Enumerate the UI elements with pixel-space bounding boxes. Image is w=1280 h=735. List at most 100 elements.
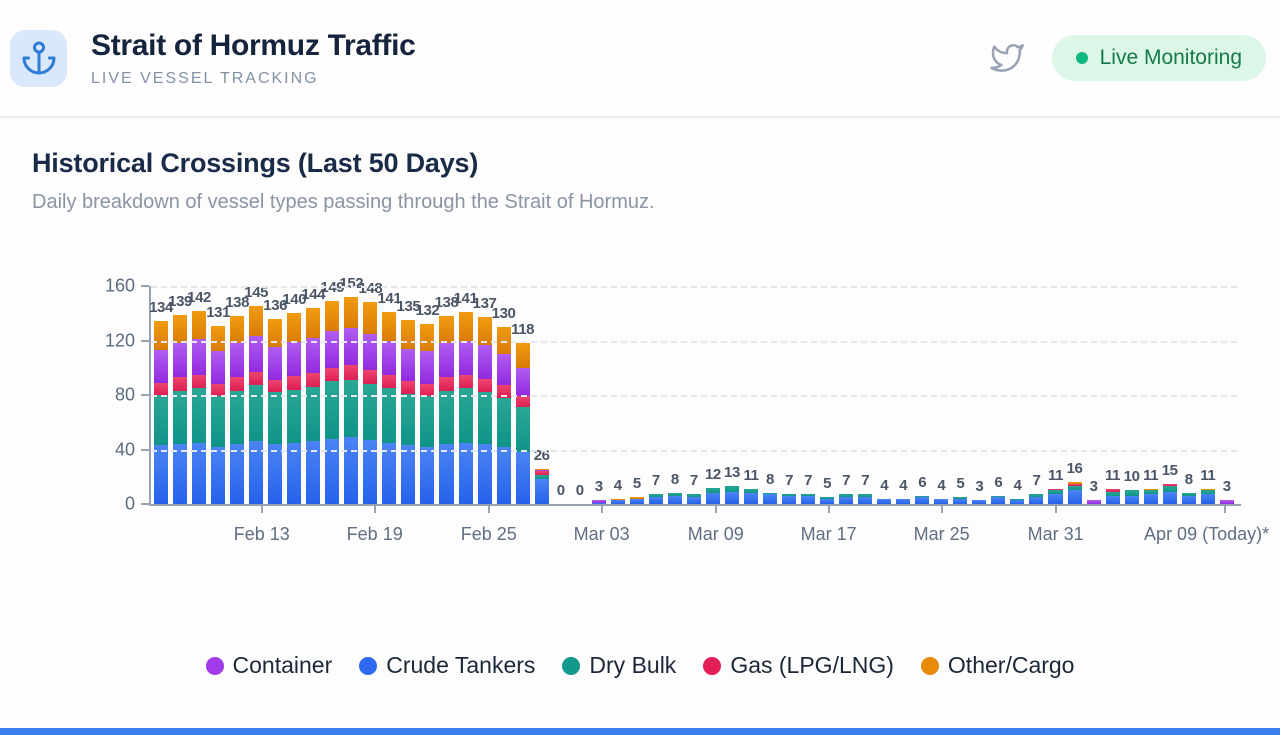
bar-day-1[interactable]: 134: [149, 286, 173, 504]
bar-day-5[interactable]: 138: [225, 286, 249, 504]
bar-day-12[interactable]: 148: [358, 280, 383, 504]
bar-day-54[interactable]: 15: [1162, 286, 1178, 504]
bar-day-11[interactable]: 152: [339, 275, 364, 504]
bar-day-25[interactable]: 4: [610, 286, 625, 504]
bar-segment-gas-lpg-lng-: [401, 381, 416, 394]
bar-segment-other-cargo: [287, 313, 302, 342]
bar-segment-crude-tankers: [934, 498, 949, 504]
bar-day-34[interactable]: 7: [782, 286, 797, 504]
bar-day-16[interactable]: 138: [435, 286, 459, 504]
legend-item-crude-tankers[interactable]: Crude Tankers: [359, 652, 535, 679]
twitter-icon[interactable]: [989, 41, 1024, 75]
bar-day-28[interactable]: 8: [667, 286, 682, 504]
bar-day-36[interactable]: 5: [820, 286, 835, 504]
bar-day-39[interactable]: 4: [877, 286, 892, 504]
bar-day-13[interactable]: 141: [377, 286, 402, 504]
bar-day-53[interactable]: 11: [1143, 286, 1159, 504]
bar-day-30[interactable]: 12: [705, 286, 721, 504]
bar-day-44[interactable]: 3: [972, 286, 987, 504]
bar-day-41[interactable]: 6: [915, 286, 930, 504]
bar-total-label: 10: [1123, 468, 1140, 486]
bar-segment-gas-lpg-lng-: [268, 380, 283, 393]
bar-segment-container: [591, 499, 606, 503]
bar-segment-crude-tankers: [458, 442, 473, 504]
bar-day-55[interactable]: 8: [1181, 286, 1196, 504]
bottom-accent-strip: [0, 728, 1280, 735]
legend-dot-icon: [562, 656, 581, 675]
bar-day-20[interactable]: 118: [511, 286, 535, 504]
bar-day-6[interactable]: 145: [244, 284, 268, 504]
bar-day-42[interactable]: 4: [934, 286, 949, 504]
bar-day-27[interactable]: 7: [648, 286, 663, 504]
bar-day-26[interactable]: 5: [629, 286, 644, 504]
bar-day-37[interactable]: 7: [839, 286, 854, 504]
bar-segment-container: [363, 333, 378, 371]
x-tick-label: Apr 09 (Today)*: [1144, 524, 1270, 544]
bar-segment-crude-tankers: [230, 444, 245, 504]
bar-day-49[interactable]: 16: [1067, 286, 1083, 504]
bar-day-7[interactable]: 136: [263, 286, 288, 504]
section-subtitle: Daily breakdown of vessel types passing …: [32, 191, 655, 213]
bar-segment-crude-tankers: [1162, 491, 1177, 504]
bar-day-51[interactable]: 11: [1105, 286, 1121, 504]
legend-label: Dry Bulk: [589, 652, 677, 678]
bar-day-4[interactable]: 131: [206, 286, 230, 504]
bar-total-label: 5: [956, 475, 965, 493]
bar-segment-crude-tankers: [249, 441, 264, 504]
legend-item-other-cargo[interactable]: Other/Cargo: [920, 652, 1074, 679]
bar-day-8[interactable]: 140: [282, 286, 307, 504]
bar-day-47[interactable]: 7: [1029, 286, 1044, 504]
bar-day-45[interactable]: 6: [991, 286, 1006, 504]
bar-day-38[interactable]: 7: [858, 286, 873, 504]
bar-segment-dry-bulk: [915, 495, 930, 498]
bar-segment-gas-lpg-lng-: [1048, 489, 1063, 491]
bar-day-23[interactable]: 0: [573, 286, 587, 504]
bar-day-2[interactable]: 139: [168, 286, 192, 504]
bar-day-18[interactable]: 137: [473, 286, 497, 504]
legend-item-dry-bulk[interactable]: Dry Bulk: [562, 652, 676, 679]
bar-day-43[interactable]: 5: [953, 286, 968, 504]
bar-day-40[interactable]: 4: [896, 286, 911, 504]
bar-segment-crude-tankers: [477, 444, 492, 504]
bar-day-35[interactable]: 7: [801, 286, 816, 504]
bar-segment-other-cargo: [382, 311, 397, 341]
bar-day-50[interactable]: 3: [1086, 286, 1101, 504]
bar-segment-dry-bulk: [325, 381, 340, 439]
bar-segment-dry-bulk: [953, 497, 968, 499]
bar-day-48[interactable]: 11: [1048, 286, 1063, 504]
bar-day-24[interactable]: 3: [591, 286, 606, 504]
bar-day-15[interactable]: 132: [416, 286, 440, 504]
bar-segment-crude-tankers: [972, 499, 987, 504]
bar-segment-other-cargo: [363, 302, 378, 334]
bar-day-31[interactable]: 13: [724, 286, 740, 504]
bar-day-19[interactable]: 130: [492, 286, 516, 504]
bar-day-9[interactable]: 144: [301, 286, 326, 504]
bar-segment-dry-bulk: [801, 494, 816, 496]
bar-day-3[interactable]: 142: [187, 286, 211, 504]
bar-day-33[interactable]: 8: [763, 286, 778, 504]
bar-segment-gas-lpg-lng-: [211, 384, 226, 397]
legend-item-gas-lpg-lng-[interactable]: Gas (LPG/LNG): [703, 652, 894, 679]
bar-day-29[interactable]: 7: [686, 286, 701, 504]
bar-segment-gas-lpg-lng-: [1105, 489, 1120, 492]
bar-day-56[interactable]: 11: [1200, 286, 1216, 504]
bar-segment-other-cargo: [629, 497, 644, 499]
bar-day-57[interactable]: 3: [1219, 286, 1234, 504]
bar-total-label: 11: [743, 467, 759, 485]
bar-total-label: 7: [804, 472, 813, 490]
bar-day-46[interactable]: 4: [1010, 286, 1025, 504]
bars-container: 134 139 142 131 138 145 136 140 144 149 152 148 141 1…: [149, 275, 1234, 504]
bar-day-32[interactable]: 11: [743, 286, 759, 504]
bar-day-22[interactable]: 0: [554, 286, 568, 504]
y-tick-label: 80: [114, 384, 135, 405]
gridline-y-40: [151, 449, 1237, 452]
legend-item-container[interactable]: Container: [205, 652, 332, 679]
bar-segment-dry-bulk: [667, 493, 682, 496]
bar-segment-crude-tankers: [306, 441, 321, 504]
bar-segment-dry-bulk: [382, 388, 397, 443]
bar-day-52[interactable]: 10: [1123, 286, 1140, 504]
bar-total-label: 141: [453, 289, 478, 307]
bar-day-17[interactable]: 141: [454, 286, 478, 504]
legend-dot-icon: [920, 656, 939, 675]
bar-segment-dry-bulk: [1105, 491, 1120, 496]
